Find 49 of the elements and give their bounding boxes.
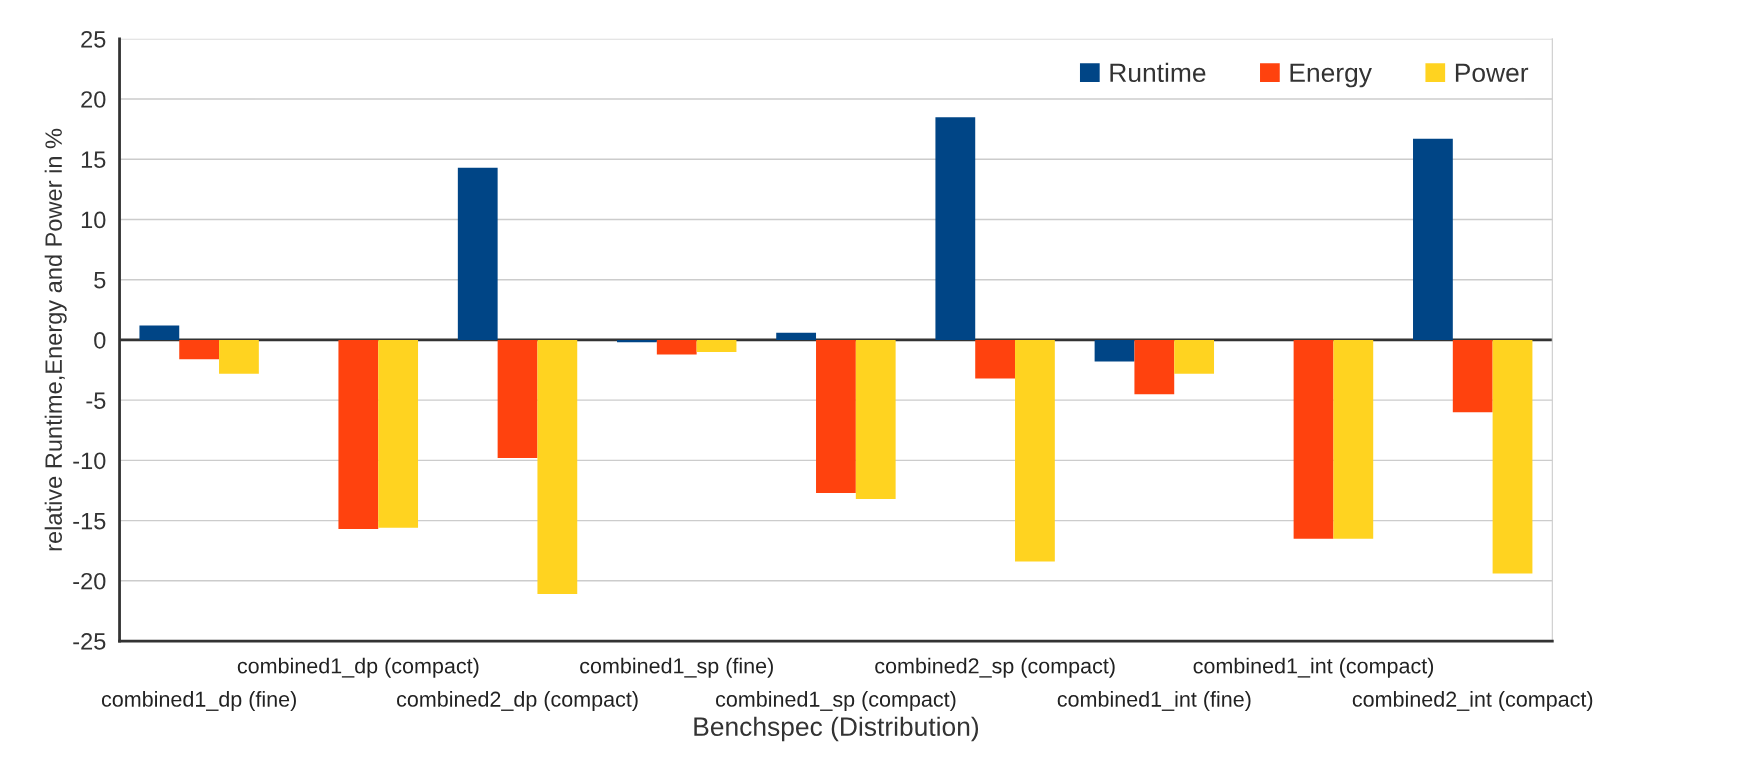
bar	[338, 339, 379, 530]
bar	[1413, 138, 1453, 340]
bar	[975, 339, 1016, 379]
bar	[1333, 339, 1374, 539]
y-tick-label: -20	[73, 572, 106, 590]
bar	[1015, 339, 1055, 562]
bar	[219, 339, 259, 374]
bar	[1492, 339, 1533, 574]
bar	[855, 339, 896, 499]
x-tick-label: combined2_int (compact)	[1352, 691, 1593, 712]
y-tick-label: 25	[81, 30, 106, 48]
y-tick-label: 20	[81, 91, 106, 108]
legend-label: Power	[1455, 63, 1529, 83]
bar	[457, 167, 498, 340]
bar	[537, 339, 578, 595]
y-tick-label: -10	[73, 452, 106, 470]
x-tick-label: combined1_dp (compact)	[237, 657, 479, 678]
x-axis-title: Benchspec (Distribution)	[694, 716, 979, 742]
x-tick-label: combined1_sp (fine)	[580, 657, 773, 678]
bar	[378, 339, 419, 528]
y-tick-label: 10	[81, 211, 106, 229]
bar	[1293, 339, 1334, 539]
x-tick-label: combined1_sp (compact)	[716, 691, 956, 712]
y-tick-label: -25	[73, 633, 106, 650]
x-tick-label: combined1_int (compact)	[1193, 657, 1434, 678]
bar	[776, 332, 817, 340]
bar	[179, 339, 220, 360]
y-axis-title: relative Runtime,Energy and Power in %	[44, 128, 67, 551]
bar	[1094, 339, 1135, 362]
y-tick-label: 5	[94, 272, 106, 289]
bar	[139, 325, 180, 340]
bar	[656, 339, 697, 355]
legend-label: Energy	[1290, 63, 1372, 88]
bar	[1452, 339, 1493, 413]
x-tick-label: combined2_sp (compact)	[875, 657, 1115, 678]
x-tick-label: combined1_int (fine)	[1057, 691, 1251, 712]
y-tick-label: 15	[81, 151, 106, 169]
legend-label: Runtime	[1110, 62, 1206, 83]
bar	[816, 339, 856, 493]
bar	[1174, 339, 1215, 374]
x-tick-label: combined1_dp (fine)	[101, 691, 296, 712]
bar	[1134, 339, 1175, 395]
bar	[696, 339, 737, 352]
bar	[935, 117, 976, 340]
y-tick-label: -15	[73, 512, 106, 530]
y-tick-label: -5	[86, 392, 106, 409]
bar	[497, 339, 538, 458]
x-tick-label: combined2_dp (compact)	[397, 691, 638, 712]
y-tick-label: 0	[94, 332, 106, 349]
